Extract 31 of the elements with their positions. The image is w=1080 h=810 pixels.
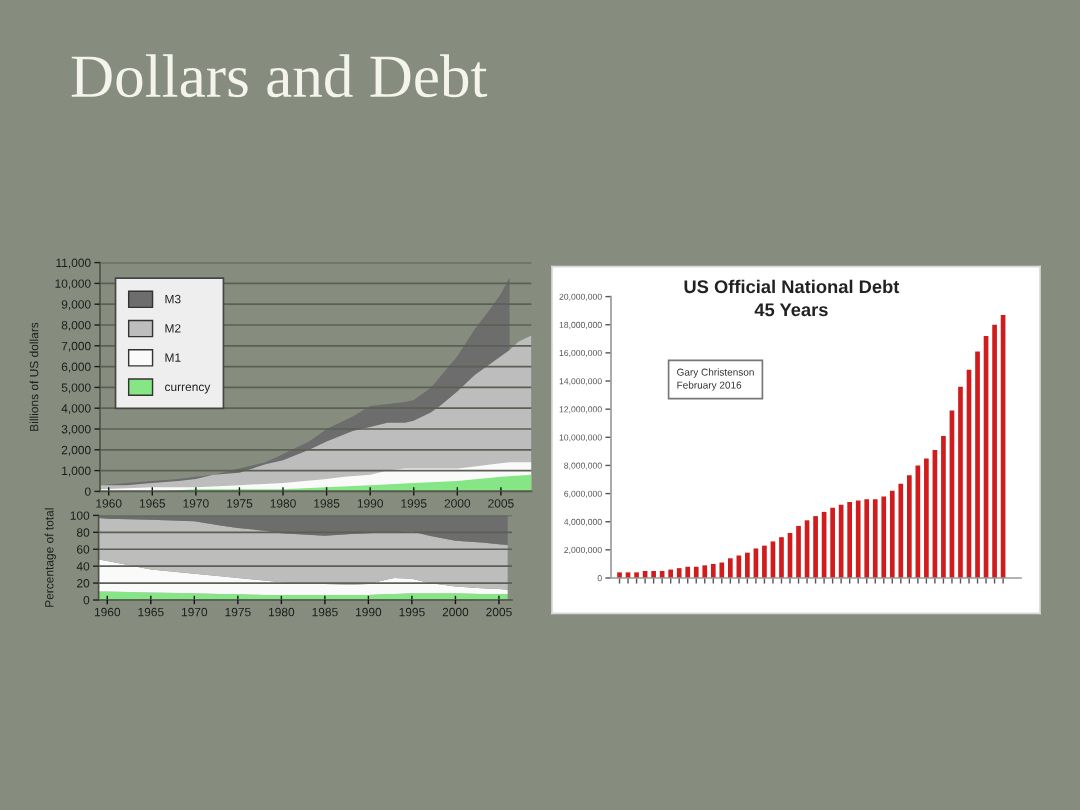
bar: [676, 568, 682, 578]
bar: [975, 351, 980, 578]
bar: [958, 386, 963, 578]
bar: [796, 525, 801, 578]
bar: [617, 572, 622, 578]
bar: [906, 475, 912, 578]
bar: [864, 499, 870, 578]
bar: [710, 563, 716, 578]
bar: [881, 496, 887, 578]
bar: [872, 499, 878, 578]
bar: [941, 435, 946, 578]
bar: [702, 565, 708, 578]
bar: [762, 545, 767, 578]
bar: [685, 566, 691, 578]
bar: [779, 537, 784, 578]
bar: [693, 566, 699, 578]
bar: [898, 483, 904, 578]
chart-title: US Official National Debt 45 Years: [684, 279, 900, 317]
chart-title: Dollars and Debt: [71, 54, 488, 98]
bar: [651, 570, 656, 578]
bar: [889, 490, 895, 578]
bar: [847, 502, 853, 578]
bar: [719, 562, 725, 578]
bar: [992, 324, 997, 578]
bar: [813, 516, 818, 578]
bar: [855, 500, 861, 578]
bar: [634, 572, 639, 578]
bar: [924, 458, 929, 578]
bar: [727, 558, 733, 578]
bar: [830, 507, 835, 578]
bar: [745, 552, 750, 578]
